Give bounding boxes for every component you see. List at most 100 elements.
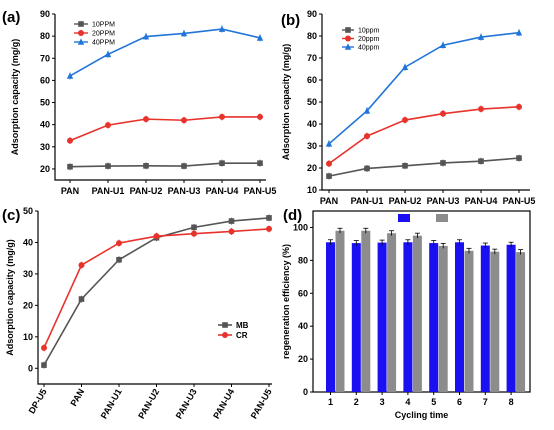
- panel-b-x-tick-label: PAN-U5: [503, 196, 536, 206]
- panel-b-legend-label-10ppm: 10ppm: [358, 28, 380, 35]
- panel-c-legend-label-MB: MB: [236, 321, 249, 330]
- panel-b-x-tick-label: PAN-U2: [389, 196, 422, 206]
- panel-d-bar-MB: [464, 250, 474, 392]
- panel-a-y-tick-label: 70: [40, 53, 50, 63]
- panel-a-y-tick-label: 80: [40, 31, 50, 41]
- panel-b-x-tick-label: PAN-U4: [465, 196, 498, 206]
- panel-a-x-tick-label: PAN-U3: [168, 186, 201, 196]
- panel-b-series-line-20ppm: [328, 106, 520, 165]
- panel-b-data-point-10ppm: [478, 158, 484, 164]
- panel-d-bar-MB: [361, 230, 371, 392]
- panel-c-x-tick-label: PAN-U3: [174, 387, 199, 420]
- panel-d-x-tick-label: 5: [431, 397, 436, 407]
- panel-a-data-point-20PPM: [219, 113, 225, 120]
- panel-a-legend-marker-10PPM: [78, 21, 84, 27]
- panel-d-x-tick-label: 3: [380, 397, 385, 407]
- panel-d-y-axis-label: regeneration efficiency (%): [281, 244, 291, 359]
- panel-a-y-tick-label: 90: [40, 9, 50, 19]
- panel-b-y-tick-label: 40: [307, 119, 317, 129]
- panel-a-x-tick-label: PAN-U4: [206, 186, 239, 196]
- panel-a-y-axis-label: Adsorption capacity (mg/g): [10, 39, 20, 156]
- panel-c-data-point-CR: [153, 233, 160, 240]
- panel-a-y-tick-label: 30: [40, 142, 50, 152]
- panel-a-series-line-10PPM: [69, 162, 260, 168]
- panel-d-y-tick-label: 40: [298, 321, 308, 331]
- panel-d-x-tick-label: 8: [509, 397, 514, 407]
- panel-a-x-tick-label: PAN-U2: [130, 186, 163, 196]
- panel-a-data-point-40PPM: [256, 34, 264, 41]
- panel-c-data-point-MB: [116, 256, 122, 263]
- panel-c-tag: (c): [2, 207, 20, 224]
- panel-b-data-point-40ppm: [477, 33, 485, 40]
- panel-b-data-point-40ppm: [401, 63, 409, 71]
- panel-d-y-tick-label: 0: [303, 387, 308, 397]
- panel-d-bar-CR: [326, 242, 335, 392]
- panel-b-y-tick-label: 30: [307, 141, 317, 151]
- panel-a-tag: (a): [2, 9, 20, 26]
- panel-d-legend-swatch-MB: [436, 214, 448, 222]
- panel-b-series-line-10ppm: [328, 157, 520, 177]
- panel-b-data-point-10ppm: [440, 160, 446, 166]
- panel-b-data-point-40ppm: [439, 41, 447, 49]
- panel-c-x-tick-label: PAN-U2: [136, 387, 161, 420]
- panel-c-data-point-MB: [78, 296, 85, 302]
- panel-c-data-point-MB: [228, 218, 235, 224]
- panel-a-y-tick-label: 50: [40, 98, 50, 108]
- panel-a-data-point-10PPM: [257, 160, 263, 166]
- panel-a-data-point-20PPM: [181, 117, 187, 124]
- panel-c-y-tick-label: 40: [23, 237, 33, 247]
- panel-d-legend-swatch-CR: [398, 214, 410, 222]
- panel-d-bar-CR: [455, 242, 464, 392]
- panel-d-y-tick-label: 80: [298, 255, 308, 265]
- panel-a-data-point-40PPM: [66, 72, 74, 79]
- panel-d-bar-CR: [377, 242, 387, 392]
- panel-c-x-tick-label: PAN: [68, 387, 86, 408]
- panel-d-x-tick-label: 4: [405, 397, 410, 407]
- panel-b-data-point-20ppm: [516, 103, 522, 110]
- panel-d-bar-CR: [506, 244, 516, 392]
- panel-b-data-point-40ppm: [515, 29, 523, 36]
- panel-d-bar-MB: [335, 230, 345, 392]
- panel-d-bar-MB: [387, 233, 397, 392]
- panel-a-data-point-20PPM: [257, 113, 263, 120]
- panel-a-data-point-20PPM: [67, 137, 73, 144]
- panel-b-legend-label-40ppm: 40ppm: [358, 45, 380, 52]
- panel-b-x-tick-label: PAN: [320, 196, 338, 206]
- panel-c-data-point-MB: [41, 362, 47, 368]
- panel-a-legend-label-40PPM: 40PPM: [92, 40, 115, 47]
- panel-b-y-tick-label: 70: [307, 53, 317, 63]
- panel-d-bar-CR: [429, 243, 439, 392]
- panel-b-x-tick-label: PAN-U1: [351, 196, 384, 206]
- panel-a-legend-marker-40PPM: [77, 38, 85, 45]
- panel-d-regeneration-efficiency: 0 20 40 60 80 100 1 2 3 4 5 6 7 8 Cycling time regenera…: [281, 207, 531, 420]
- panel-b-y-axis-label: Adsorption capacity (mg/g): [281, 44, 291, 161]
- panel-b-data-point-10ppm: [402, 163, 408, 169]
- panel-d-bar-MB: [490, 251, 500, 392]
- panel-d-legend-label-CR: CR: [413, 214, 425, 223]
- panel-a-data-point-10PPM: [143, 163, 149, 169]
- panel-b-series-line-40ppm: [328, 31, 520, 145]
- panel-c-y-tick-label: 50: [23, 206, 33, 216]
- panel-c-data-point-MB: [191, 224, 197, 231]
- panel-a-data-point-40PPM: [104, 50, 112, 58]
- panel-c-x-tick-label: PAN-U5: [249, 387, 274, 420]
- panel-c-y-tick-label: 20: [23, 300, 33, 310]
- panel-b-x-tick-label: PAN-U3: [427, 196, 460, 206]
- panel-a-data-point-40PPM: [180, 29, 188, 37]
- panel-b-adsorption-vs-sample: 10 20 30 40 50 60 70 80 90 PAN PAN-U1 PAN-U2 PAN-U3 P…: [281, 9, 535, 206]
- panel-b-data-point-40ppm: [363, 107, 371, 114]
- panel-d-legend-label-MB: MB: [451, 214, 464, 223]
- panel-d-bar-CR: [480, 245, 490, 392]
- panel-a-x-tick-label: PAN-U1: [92, 186, 125, 196]
- panel-d-x-tick-label: 7: [483, 397, 488, 407]
- panel-d-y-tick-label: 20: [298, 354, 308, 364]
- panel-b-data-point-10ppm: [516, 155, 522, 161]
- panel-c-legend-marker-CR: [222, 332, 228, 338]
- panel-a-x-tick-label: PAN: [61, 186, 79, 196]
- panel-b-y-tick-label: 10: [307, 185, 317, 195]
- panel-b-data-point-40ppm: [325, 140, 333, 147]
- panel-a-data-point-40PPM: [142, 32, 150, 40]
- panel-b-data-point-20ppm: [402, 117, 408, 124]
- panel-b-data-point-20ppm: [326, 160, 332, 167]
